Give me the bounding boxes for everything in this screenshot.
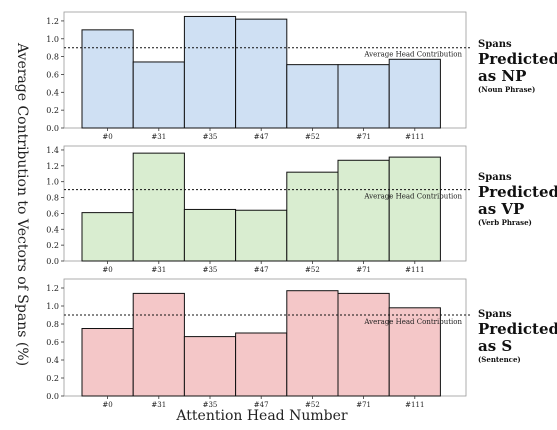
bar — [132, 292, 185, 397]
y-tick-label: 0.0 — [46, 124, 59, 133]
side-label-line1: Spans — [478, 172, 512, 183]
average-line-label: Average Head Contribution — [363, 193, 462, 201]
x-tick-label: #35 — [203, 401, 218, 409]
bar — [337, 292, 390, 397]
y-tick-label: 0.6 — [46, 338, 59, 347]
y-tick-label: 0.6 — [46, 209, 59, 218]
side-label-line2: Predicted — [478, 50, 557, 68]
x-tick-label: #0 — [102, 401, 112, 409]
x-tick-label: #71 — [356, 401, 371, 409]
y-tick-label: 1.0 — [46, 302, 59, 311]
side-label-vp: Spans Predicted as VP (Verb Phrase) — [478, 171, 557, 228]
y-tick-label: 0.0 — [46, 392, 59, 401]
bar — [337, 64, 390, 129]
bar — [388, 307, 441, 397]
x-tick-label: #35 — [203, 266, 218, 274]
y-tick-label: 1.0 — [46, 35, 59, 44]
x-tick-label: #52 — [305, 401, 320, 409]
x-tick-label: #31 — [151, 133, 166, 141]
bar — [81, 212, 134, 262]
side-label-line3: as S — [478, 337, 513, 355]
bar — [337, 159, 390, 262]
y-tick-label: 0.2 — [46, 241, 59, 250]
side-label-line1: Spans — [478, 39, 512, 50]
x-tick-label: #71 — [356, 266, 371, 274]
bar — [132, 61, 185, 129]
y-tick-label: 0.0 — [46, 257, 59, 266]
x-tick-label: #47 — [254, 401, 269, 409]
x-tick-label: #111 — [405, 401, 424, 409]
bar — [235, 332, 288, 397]
y-tick-label: 0.6 — [46, 70, 59, 79]
y-tick-label: 1.2 — [46, 284, 59, 293]
y-tick-label: 1.4 — [46, 146, 59, 155]
side-label-np: Spans Predicted as NP (Noun Phrase) — [478, 38, 557, 95]
bar — [388, 58, 441, 129]
y-tick-label: 1.2 — [46, 17, 59, 26]
bar — [81, 328, 134, 397]
y-tick-label: 1.2 — [46, 162, 59, 171]
y-tick-label: 0.8 — [46, 53, 59, 62]
y-axis-label: Average Contribution to Vectors of Spans… — [14, 43, 30, 367]
chart-panel-3: 0.0 0.2 0.4 0.6 0.8 1.0 1.2 #0 #31 #35 #47 #52 #71 #1… — [46, 278, 472, 409]
y-tick-label: 0.4 — [46, 88, 59, 97]
y-tick-label: 0.2 — [46, 374, 59, 383]
bar — [132, 152, 185, 262]
x-tick-label: #0 — [102, 266, 112, 274]
average-line-label: Average Head Contribution — [363, 51, 462, 59]
bar — [183, 208, 237, 262]
side-label-note: (Verb Phrase) — [478, 218, 532, 227]
side-label-line2: Predicted — [478, 183, 557, 201]
bar — [286, 64, 339, 129]
bar — [235, 209, 288, 262]
side-label-s: Spans Predicted as S (Sentence) — [478, 308, 557, 365]
x-tick-label: #0 — [102, 133, 112, 141]
y-tick-label: 0.8 — [46, 320, 59, 329]
side-label-note: (Sentence) — [478, 355, 521, 364]
bar — [235, 18, 288, 129]
x-tick-label: #52 — [305, 133, 320, 141]
side-label-note: (Noun Phrase) — [478, 85, 536, 94]
x-tick-label: #31 — [151, 266, 166, 274]
x-tick-label: #47 — [254, 266, 269, 274]
bar — [183, 336, 237, 397]
x-tick-label: #71 — [356, 133, 371, 141]
y-tick-label: 0.4 — [46, 225, 59, 234]
x-tick-label: #111 — [405, 133, 424, 141]
bar — [286, 290, 339, 397]
x-tick-label: #52 — [305, 266, 320, 274]
chart-panel-2: 0.0 0.2 0.4 0.6 0.8 1.0 1.2 1.4 #0 #31 #35 #47 #52 #7… — [46, 145, 472, 274]
side-label-line2: Predicted — [478, 320, 557, 338]
y-tick-label: 0.2 — [46, 106, 59, 115]
bar — [388, 156, 441, 262]
x-tick-label: #47 — [254, 133, 269, 141]
x-tick-label: #31 — [151, 401, 166, 409]
bar — [183, 15, 237, 129]
chart-panel-1: 0.0 0.2 0.4 0.6 0.8 1.0 1.2 #0 #31 #35 #47 #52 #71 #1… — [46, 11, 472, 141]
side-label-line3: as NP — [478, 67, 527, 85]
x-tick-label: #35 — [203, 133, 218, 141]
y-tick-label: 0.8 — [46, 194, 59, 203]
bar — [81, 29, 134, 129]
side-label-line1: Spans — [478, 309, 512, 320]
bar — [286, 171, 339, 262]
y-tick-label: 1.0 — [46, 178, 59, 187]
average-line-label: Average Head Contribution — [363, 318, 462, 326]
y-tick-label: 0.4 — [46, 356, 59, 365]
side-label-line3: as VP — [478, 200, 525, 218]
x-axis-label: Attention Head Number — [176, 408, 348, 424]
x-tick-label: #111 — [405, 266, 424, 274]
